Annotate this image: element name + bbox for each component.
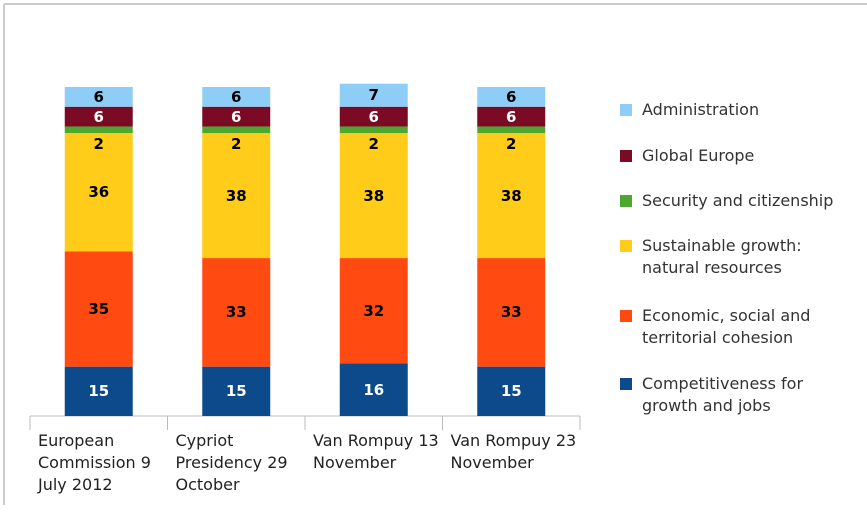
- bar-segment: [64, 133, 133, 252]
- data-label: 6: [231, 107, 242, 126]
- data-label: 35: [88, 300, 110, 319]
- bar-segment: [477, 366, 546, 416]
- bar-segment: [339, 126, 408, 134]
- data-label: 6: [231, 87, 242, 106]
- bar-segment: [477, 258, 546, 367]
- legend-swatch: [620, 378, 632, 390]
- legend-label: Security and citizenship: [642, 191, 834, 210]
- bar-segment: [339, 363, 408, 416]
- data-label: 2: [368, 135, 379, 154]
- bar-segment: [202, 126, 271, 134]
- bar-segment: [339, 258, 408, 364]
- bar-segment: [477, 87, 546, 107]
- bar-segment: [64, 126, 133, 134]
- bar-segment: [477, 106, 546, 127]
- legend-label: Economic, social and territorial cohesio…: [642, 306, 811, 347]
- data-label: 15: [500, 382, 522, 401]
- legend-swatch: [620, 240, 632, 252]
- x-tick-label: European Commission 9 July 2012: [38, 431, 151, 494]
- legend-label: Administration: [642, 100, 760, 119]
- bar-segment: [202, 133, 271, 259]
- legend-swatch: [620, 310, 632, 322]
- data-label: 6: [93, 87, 104, 106]
- bar-segment: [202, 106, 271, 127]
- data-label: 36: [88, 183, 110, 202]
- legend-swatch: [620, 104, 632, 116]
- data-label: 6: [506, 107, 517, 126]
- data-label: 38: [500, 186, 522, 205]
- bar-segment: [64, 106, 133, 127]
- data-label: 33: [500, 303, 522, 322]
- bar-segment: [339, 83, 408, 107]
- bar-segment: [64, 87, 133, 107]
- data-label: 15: [225, 382, 247, 401]
- data-label: 38: [363, 186, 385, 205]
- legend-label: Sustainable growth: natural resources: [642, 236, 802, 277]
- bar-segment: [339, 106, 408, 127]
- bar-segment: [477, 133, 546, 259]
- data-label: 38: [225, 186, 247, 205]
- data-label: 2: [231, 135, 242, 154]
- x-tick-label: Van Rompuy 13 November: [313, 431, 439, 472]
- bar-segment: [64, 251, 133, 367]
- bar-segment: [339, 133, 408, 259]
- data-label: 6: [506, 87, 517, 106]
- x-tick-label: Van Rompuy 23 November: [450, 431, 577, 472]
- bar-segment: [64, 366, 133, 416]
- legend-swatch: [620, 195, 632, 207]
- data-label: 32: [363, 301, 385, 320]
- data-label: 2: [506, 135, 517, 154]
- data-label: 6: [368, 107, 379, 126]
- data-label: 6: [93, 107, 104, 126]
- legend-swatch: [620, 150, 632, 162]
- data-label: 16: [363, 380, 385, 399]
- data-label: 2: [93, 135, 104, 154]
- data-label: 7: [368, 86, 379, 105]
- bar-segment: [477, 126, 546, 134]
- data-label: 15: [88, 382, 110, 401]
- bar-segment: [202, 258, 271, 367]
- legend-label: Global Europe: [642, 146, 755, 165]
- legend-label: Competitiveness for growth and jobs: [642, 374, 804, 415]
- bar-segment: [202, 87, 271, 107]
- data-label: 33: [225, 303, 247, 322]
- x-tick-label: Cypriot Presidency 29 October: [175, 431, 288, 494]
- bar-segment: [202, 366, 271, 416]
